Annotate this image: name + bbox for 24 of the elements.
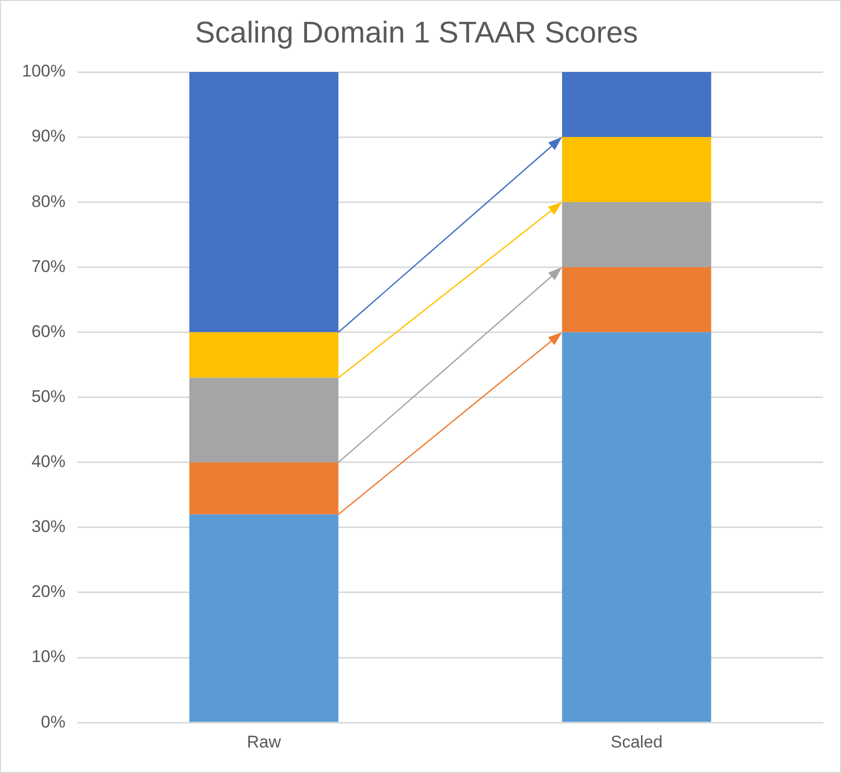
y-tick-label: 30% (31, 517, 66, 536)
y-tick-label: 80% (31, 192, 66, 211)
y-tick-label: 70% (31, 256, 66, 276)
y-tick-label: 10% (31, 647, 66, 666)
y-tick-label: 40% (31, 452, 66, 472)
bar (189, 332, 338, 378)
bar (189, 462, 338, 514)
y-tick-label: 60% (31, 322, 66, 341)
bar (562, 267, 712, 332)
x-tick-label: Scaled (610, 732, 663, 752)
y-tick-label: 0% (40, 712, 66, 732)
bar (562, 332, 712, 722)
bar (562, 137, 712, 202)
bar (189, 514, 338, 722)
y-tick-label: 20% (31, 582, 66, 602)
bar (189, 378, 338, 462)
y-tick-label: 50% (31, 386, 66, 406)
chart-title: Scaling Domain 1 STAAR Scores (195, 16, 638, 50)
bar (189, 72, 338, 332)
bar (562, 72, 712, 138)
bar (562, 202, 712, 268)
y-tick-label: 90% (31, 126, 66, 146)
x-tick-label: Raw (246, 732, 282, 752)
y-tick-label: 100% (22, 62, 66, 81)
